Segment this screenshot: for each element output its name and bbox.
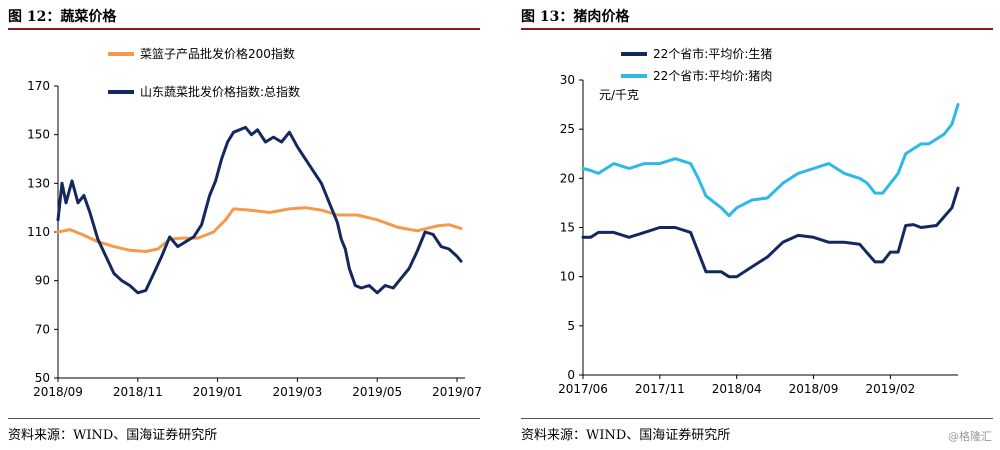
y-tick-label: 130 — [27, 176, 50, 190]
left-source-rule — [8, 418, 480, 419]
x-tick-label: 2018/09 — [33, 385, 83, 399]
y-tick-label: 5 — [567, 319, 575, 333]
x-tick-label: 2019/02 — [865, 382, 915, 396]
y-tick-label: 25 — [560, 122, 575, 136]
y-tick-label: 0 — [567, 368, 575, 382]
y-tick-label: 150 — [27, 128, 50, 142]
right-source-rule — [521, 418, 993, 419]
x-tick-label: 2018/11 — [113, 385, 163, 399]
legend-label-1: 22个省市:平均价:生猪 — [653, 46, 772, 61]
right-title-rule — [521, 28, 993, 30]
watermark-text: @格隆汇 — [948, 430, 992, 443]
legend-label-1: 菜篮子产品批发价格200指数 — [140, 46, 295, 61]
x-tick-label: 2017/06 — [558, 382, 608, 396]
series-line-2 — [56, 125, 463, 295]
x-tick-label: 2019/01 — [193, 385, 243, 399]
left-source-note: 资料来源：WIND、国海证券研究所 — [8, 428, 218, 443]
x-tick-label: 2019/05 — [352, 385, 402, 399]
pork-price-chart: 0 5 10 15 20 25 30 2017/06 2017/11 2018/04 2018/09… — [558, 46, 960, 396]
series-line-2 — [581, 103, 960, 218]
x-tick-label: 2018/04 — [712, 382, 762, 396]
y-tick-label: 170 — [27, 79, 50, 93]
legend-label-2: 22个省市:平均价:猪肉 — [653, 68, 772, 83]
y-tick-label: 15 — [560, 221, 575, 235]
x-tick-label: 2019/07 — [432, 385, 482, 399]
legend-label-2: 山东蔬菜批发价格指数:总指数 — [140, 84, 300, 99]
y-tick-label: 70 — [35, 322, 50, 336]
y-tick-label: 30 — [560, 73, 575, 87]
left-figure-title: 图 12：蔬菜价格 — [8, 9, 117, 25]
x-tick-label: 2019/03 — [272, 385, 322, 399]
vegetable-price-chart: 50 70 90 110 130 150 170 2018/09 2018/11 2019/01 2… — [27, 46, 482, 399]
y-axis-unit-label: 元/千克 — [599, 88, 639, 102]
right-figure-title: 图 13：猪肉价格 — [521, 9, 630, 25]
y-tick-label: 20 — [560, 171, 575, 185]
left-title-rule — [8, 28, 480, 30]
y-tick-label: 10 — [560, 270, 575, 284]
series-line-1 — [581, 186, 960, 279]
right-source-note: 资料来源：WIND、国海证券研究所 — [521, 428, 731, 443]
y-tick-label: 50 — [35, 371, 50, 385]
series-line-1 — [56, 206, 463, 253]
y-tick-label: 90 — [35, 274, 50, 288]
x-tick-label: 2017/11 — [635, 382, 685, 396]
y-tick-label: 110 — [27, 225, 50, 239]
x-tick-label: 2018/09 — [789, 382, 839, 396]
